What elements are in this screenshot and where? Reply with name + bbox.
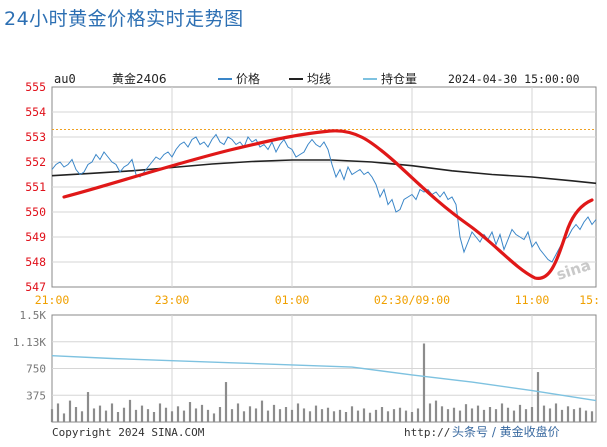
price-y-tick-label: 551 [25,180,46,194]
volume-y-tick-label: 375 [26,389,46,402]
hand-drawn-trend-annotation [62,129,594,280]
time-axis: 21:00 23:00 01:00 02:30/09:00 11:00 15: [35,293,600,307]
time-axis-label: 02:30/09:00 [374,293,450,307]
time-axis-label: 23:00 [155,293,190,307]
price-grid [52,87,596,287]
time-axis-label: 15: [579,293,600,307]
volume-y-tick-label: 1.5K [20,309,47,322]
time-axis-label: 01:00 [275,293,310,307]
price-y-tick-label: 554 [25,105,46,119]
price-y-tick-label: 548 [25,255,46,269]
price-y-tick-label: 552 [25,155,46,169]
legend-price-label: 价格 [236,71,260,86]
price-y-tick-label: 547 [25,280,46,294]
price-y-axis: 555 554 553 552 551 550 549 548 547 [25,80,46,294]
volume-panel: 1.5K 1.13K 750 375 [13,309,597,423]
datetime-label: 2024-04-30 15:00:00 [448,72,580,86]
sina-logo-text: sina [554,256,593,284]
watermark-text: 头条号 / 黄金收盘价 [452,424,560,439]
price-panel: 555 554 553 552 551 550 549 548 547 sina [25,80,597,294]
series-oi-line [51,355,597,402]
legend-oi-label: 持仓量 [381,71,417,86]
page-title: 24小时黄金价格实时走势图 [4,8,244,30]
series-avg-line [51,159,597,185]
price-y-tick-label: 553 [25,130,46,144]
symbol-label: au0 [54,72,76,86]
time-axis-label: 21:00 [35,293,70,307]
contract-label: 黄金2406 [112,71,167,86]
volume-y-tick-label: 750 [26,363,46,376]
sina-logo: sina [554,256,593,284]
legend-avg-label: 均线 [307,72,331,86]
watermark-url: http:// [404,426,450,439]
series-price-line [51,133,597,263]
price-y-tick-label: 549 [25,230,46,244]
volume-grid [52,315,596,422]
copyright-text: Copyright 2024 SINA.COM [52,426,205,439]
time-axis-label: 11:00 [515,293,550,307]
price-y-tick-label: 550 [25,205,46,219]
volume-y-axis: 1.5K 1.13K 750 375 [13,309,46,402]
volume-bars [50,343,594,422]
volume-y-tick-label: 1.13K [13,336,46,349]
price-y-tick-label: 555 [25,80,46,94]
